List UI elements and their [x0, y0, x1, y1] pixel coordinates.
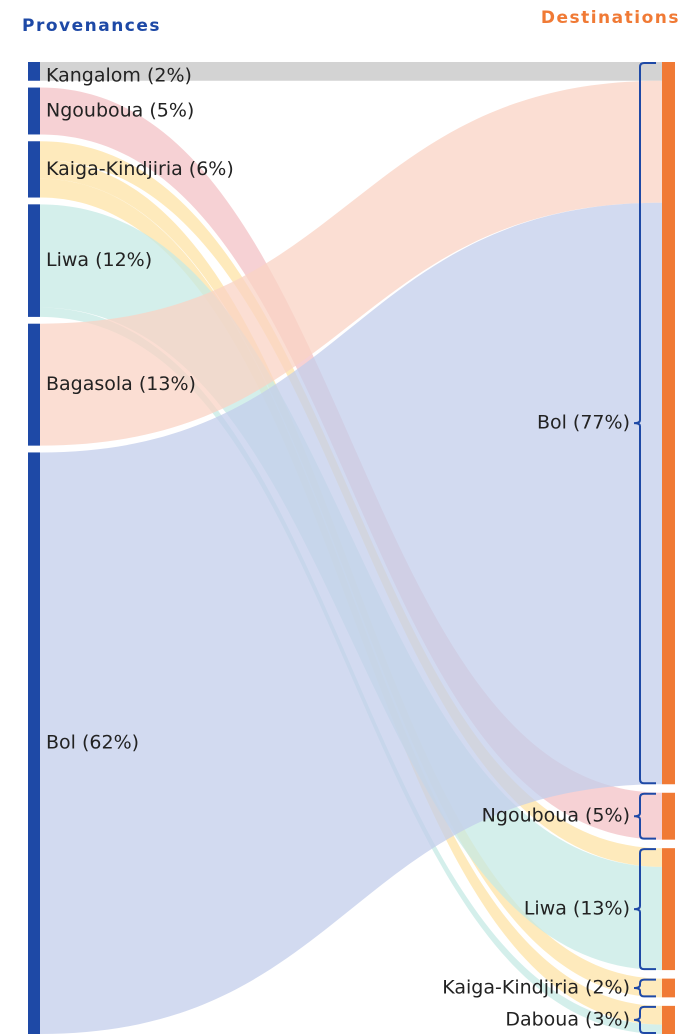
source-node: [28, 204, 40, 317]
source-node: [28, 323, 40, 446]
bracket: [633, 62, 656, 785]
target-node: [662, 792, 675, 840]
source-node: [28, 141, 40, 198]
source-label: Kangalom (2%): [46, 65, 192, 87]
target-node: [662, 62, 675, 785]
bracket: [633, 848, 656, 971]
target-label: Daboua (3%): [505, 1008, 630, 1030]
sources-title: Provenances: [22, 16, 161, 36]
target-label: Bol (77%): [537, 412, 630, 434]
target-node: [662, 1005, 675, 1034]
source-label: Bol (62%): [46, 732, 139, 754]
source-node: [28, 87, 40, 135]
source-label: Bagasola (13%): [46, 373, 196, 395]
source-label: Kaiga-Kindjiria (6%): [46, 158, 234, 180]
target-node: [662, 848, 675, 971]
target-label: Liwa (13%): [524, 898, 630, 920]
target-label: Kaiga-Kindjiria (2%): [442, 976, 630, 998]
link: [40, 202, 662, 1034]
targets-title: Destinations: [541, 8, 680, 28]
link: [40, 62, 662, 81]
target-label: Ngouboua (5%): [482, 805, 630, 827]
bracket: [633, 792, 656, 840]
source-node: [28, 452, 40, 1034]
bracket: [633, 978, 656, 998]
link: [40, 80, 662, 446]
source-label: Liwa (12%): [46, 249, 152, 271]
source-node: [28, 62, 40, 81]
bracket: [633, 1005, 656, 1034]
links: [40, 62, 662, 1034]
source-label: Ngouboua (5%): [46, 100, 194, 122]
target-node: [662, 978, 675, 998]
